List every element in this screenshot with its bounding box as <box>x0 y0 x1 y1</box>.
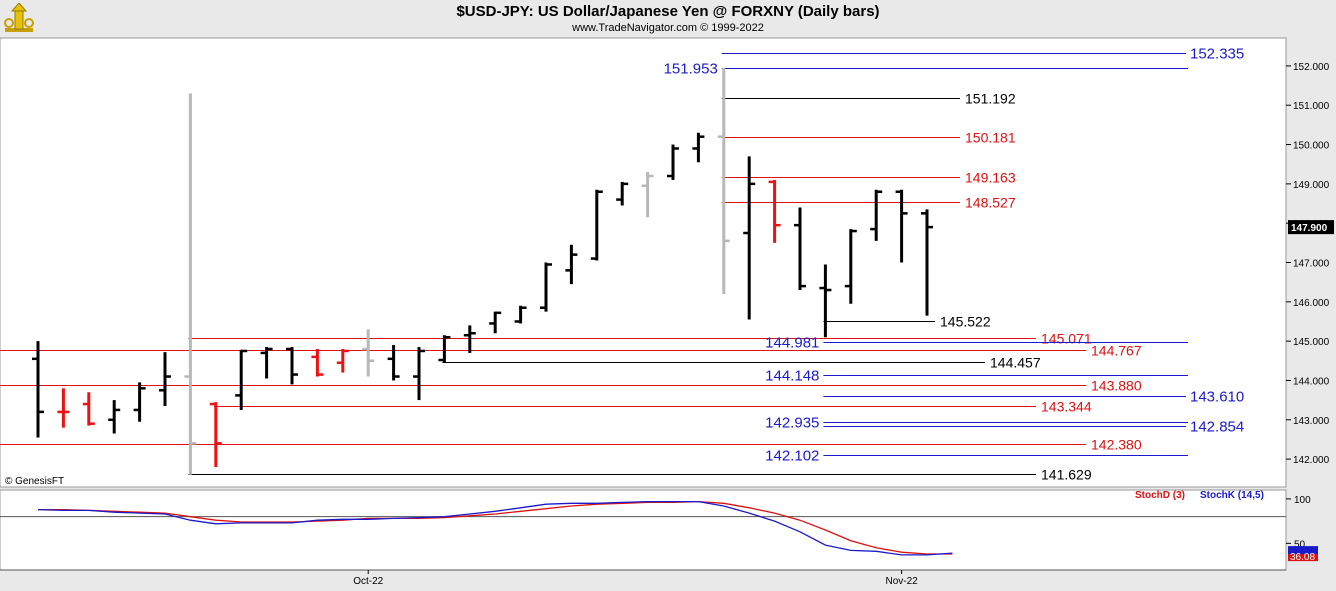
price-axis[interactable]: 152.000151.000150.000149.000148.000147.0… <box>1286 62 1334 466</box>
ohlc-bar <box>819 264 832 338</box>
ohlc-bar <box>387 345 400 381</box>
ohlc-bar <box>108 400 121 434</box>
level-label: 149.163 <box>965 170 1016 186</box>
stochastic-last-badge-red <box>1288 554 1318 562</box>
genesis-logo-icon <box>3 2 35 35</box>
price-tick-label: 144.000 <box>1293 376 1330 387</box>
level-label: 152.335 <box>1190 46 1244 63</box>
price-bars <box>32 67 933 475</box>
ohlc-bar <box>692 132 705 163</box>
copyright-label: © GenesisFT <box>5 476 64 487</box>
price-level-lines: 152.335 151.953 151.192 150.181 149.163 148.5… <box>0 46 1244 483</box>
stochastic-series-line <box>37 500 953 556</box>
ohlc-bar <box>209 402 222 467</box>
level-label: 141.629 <box>1041 467 1092 483</box>
price-tick-label: 151.000 <box>1293 101 1330 112</box>
ohlc-bar <box>235 349 248 410</box>
ohlc-bar <box>489 311 502 334</box>
level-label: 151.192 <box>965 91 1016 107</box>
ohlc-bar <box>32 341 44 438</box>
stochastic-series-line <box>38 500 953 555</box>
ohlc-bar <box>82 392 95 426</box>
ohlc-bar <box>184 93 197 475</box>
ohlc-bar <box>717 67 730 294</box>
ohlc-bar <box>641 172 654 218</box>
ohlc-bar <box>133 382 146 422</box>
level-label: 145.071 <box>1041 331 1092 347</box>
ohlc-bar <box>667 144 679 180</box>
level-label: 150.181 <box>965 130 1016 146</box>
level-label: 144.981 <box>765 335 819 352</box>
ohlc-bar <box>844 229 857 304</box>
ohlc-bar <box>438 335 451 363</box>
ohlc-bar <box>311 348 324 377</box>
ohlc-bar <box>362 329 375 377</box>
ohlc-bar <box>57 388 70 428</box>
ohlc-bar <box>921 209 933 316</box>
ohlc-bar <box>590 189 603 261</box>
ohlc-bar <box>514 305 527 324</box>
chart-header: $USD-JPY: US Dollar/Japanese Yen @ FORXN… <box>0 0 1336 38</box>
stochastic-last-label: 36.08 <box>1290 552 1315 563</box>
ohlc-bar <box>463 325 476 353</box>
stochastic-tick-label: 100 <box>1294 495 1311 506</box>
level-label: 144.457 <box>990 355 1041 371</box>
stochastic-legend-item: StochK (14,5) <box>1200 490 1264 501</box>
stochastic-panel-background <box>0 489 1287 571</box>
date-label: Nov-22 <box>885 576 918 587</box>
date-axis[interactable]: Oct-22 Nov-22 <box>353 570 918 587</box>
ohlc-bar <box>743 156 756 320</box>
ohlc-bar <box>768 179 781 243</box>
date-label: Oct-22 <box>353 576 383 587</box>
ohlc-bar <box>286 347 298 385</box>
ohlc-bar <box>870 189 883 241</box>
ohlc-bar <box>565 244 578 285</box>
level-label: 148.527 <box>965 195 1016 211</box>
last-price-badge <box>1288 220 1334 235</box>
level-label: 145.522 <box>940 314 991 330</box>
level-label: 144.148 <box>765 368 819 385</box>
ohlc-bar <box>336 348 349 373</box>
chart-subtitle: www.TradeNavigator.com © 1999-2022 <box>572 22 764 34</box>
price-tick-label: 146.000 <box>1293 298 1330 309</box>
price-tick-label: 142.000 <box>1293 455 1330 466</box>
level-label: 144.767 <box>1091 343 1142 359</box>
level-label: 143.880 <box>1091 378 1142 394</box>
stochastic-legend-item: StochD (3) <box>1135 490 1185 501</box>
last-price-label: 147.900 <box>1291 223 1328 234</box>
level-label: 142.380 <box>1091 437 1142 453</box>
level-label: 143.610 <box>1190 389 1244 406</box>
ohlc-bar <box>260 347 273 379</box>
price-tick-label: 152.000 <box>1293 62 1330 73</box>
price-tick-label: 143.000 <box>1293 416 1330 427</box>
level-label: 142.854 <box>1190 419 1244 436</box>
price-tick-label: 150.000 <box>1293 141 1330 152</box>
level-label: 151.953 <box>664 61 718 78</box>
ohlc-bar <box>895 189 908 263</box>
stochastic-lines: StochD (3) StochK (14,5) <box>0 490 1286 571</box>
ohlc-bar <box>540 262 552 312</box>
stochastic-axis[interactable]: 100 50 36.08 <box>1286 495 1318 563</box>
level-label: 142.102 <box>765 448 819 465</box>
ohlc-bar <box>794 207 806 291</box>
price-panel-background <box>0 37 1287 488</box>
price-tick-label: 147.000 <box>1293 259 1330 270</box>
ohlc-bar <box>159 352 171 407</box>
price-tick-label: 149.000 <box>1293 180 1330 191</box>
level-label: 142.935 <box>765 415 819 432</box>
level-label: 143.344 <box>1041 399 1092 415</box>
ohlc-bar <box>616 181 629 206</box>
price-tick-label: 145.000 <box>1293 337 1330 348</box>
ohlc-bar <box>413 347 425 401</box>
chart-title: $USD-JPY: US Dollar/Japanese Yen @ FORXN… <box>456 3 880 20</box>
stochastic-tick-label: 50 <box>1294 539 1306 550</box>
